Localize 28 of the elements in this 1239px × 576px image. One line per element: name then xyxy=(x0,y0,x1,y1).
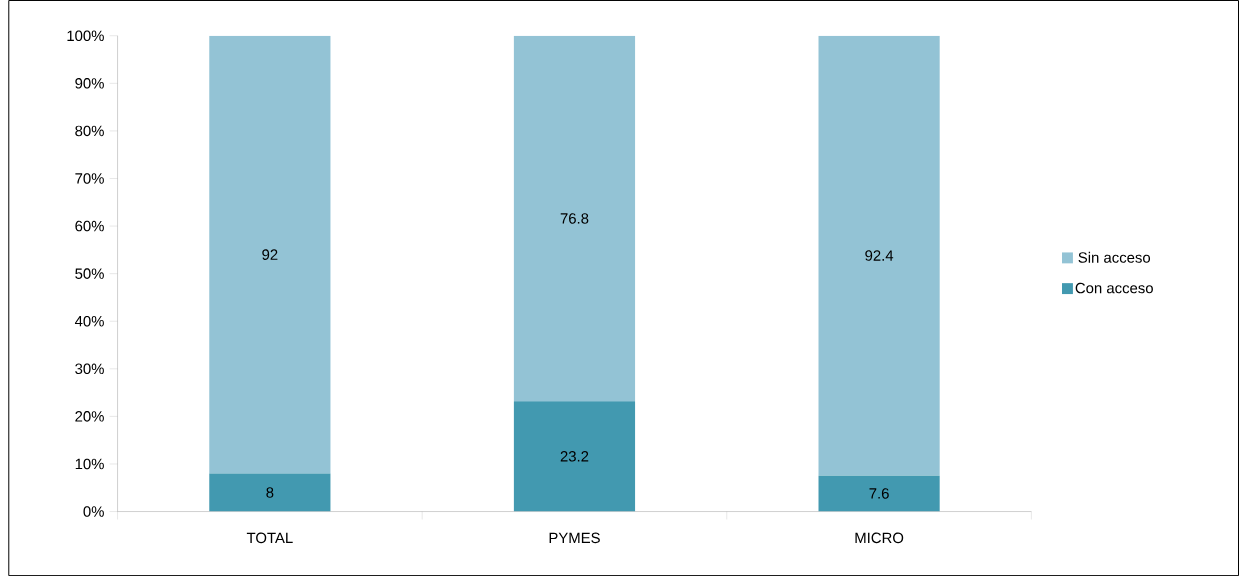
y-tick-label: 30% xyxy=(75,363,104,375)
bar xyxy=(209,35,331,474)
bar xyxy=(209,473,331,512)
data-label: 92.4 xyxy=(865,250,894,261)
bar xyxy=(513,35,636,402)
y-tick-label: 10% xyxy=(75,458,104,470)
x-tick-label: PYMES xyxy=(549,532,600,544)
y-tick-label: 0% xyxy=(83,506,104,517)
data-label: 76.8 xyxy=(560,213,589,224)
y-tick-label: 40% xyxy=(74,315,104,327)
data-label: 8 xyxy=(266,487,274,498)
data-label: 23.2 xyxy=(560,451,589,462)
data-label: 7.6 xyxy=(869,488,889,499)
data-label: 92 xyxy=(262,249,278,260)
bar xyxy=(818,35,940,476)
y-tick-label: 60% xyxy=(75,220,104,232)
legend-label: Sin acceso xyxy=(1078,251,1151,263)
y-tick-label: 50% xyxy=(75,268,104,279)
y-tick-label: 20% xyxy=(75,411,104,422)
x-tick-label: MICRO xyxy=(855,532,904,544)
y-tick-label: 80% xyxy=(75,125,104,137)
x-tick-label: TOTAL xyxy=(246,532,293,544)
bar xyxy=(818,475,940,512)
y-tick-label: 70% xyxy=(75,173,104,184)
bar xyxy=(513,401,636,512)
legend-label: Con acceso xyxy=(1075,282,1153,294)
y-tick-label: 100% xyxy=(67,30,104,41)
y-tick-label: 90% xyxy=(75,78,104,89)
